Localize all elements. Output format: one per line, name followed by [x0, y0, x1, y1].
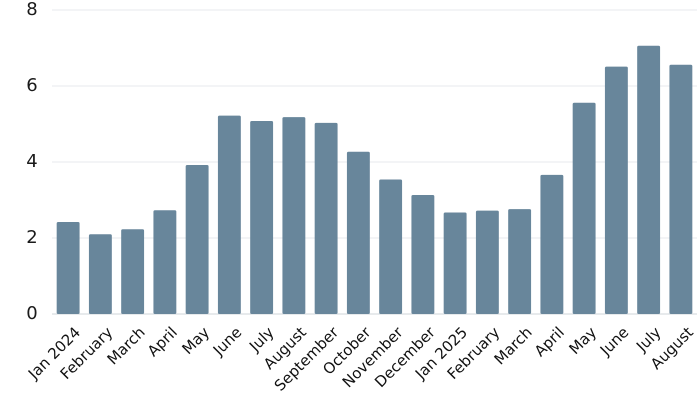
bar	[669, 64, 693, 314]
bar	[88, 234, 112, 314]
x-tick-label: June	[596, 323, 633, 360]
bar	[153, 210, 177, 314]
bar	[56, 222, 80, 314]
x-tick-label: April	[144, 323, 181, 360]
y-tick-label: 6	[26, 75, 37, 96]
bar	[379, 179, 403, 314]
y-tick-label: 4	[26, 151, 37, 172]
gridlines	[52, 9, 697, 315]
y-tick-label: 8	[26, 0, 37, 20]
y-tick-label: 0	[26, 303, 37, 324]
bar	[185, 165, 209, 314]
bar	[314, 122, 338, 314]
bar	[282, 117, 306, 314]
x-tick-label: June	[209, 323, 246, 360]
bar	[508, 209, 532, 314]
x-tick-label: May	[178, 323, 213, 358]
bar	[346, 151, 370, 314]
bar	[540, 174, 564, 314]
x-tick-label: April	[531, 323, 568, 360]
bar	[604, 66, 628, 315]
bar	[250, 120, 274, 315]
bar	[411, 195, 435, 314]
y-axis-ticks: 0 2 4 6 8	[26, 0, 37, 324]
x-tick-label: May	[565, 323, 600, 358]
bars	[56, 45, 693, 315]
bar	[475, 210, 499, 314]
bar	[121, 229, 145, 314]
bar	[637, 45, 661, 314]
bar	[443, 212, 467, 314]
bar	[572, 102, 596, 314]
y-tick-label: 2	[26, 227, 37, 248]
bar	[217, 115, 241, 314]
